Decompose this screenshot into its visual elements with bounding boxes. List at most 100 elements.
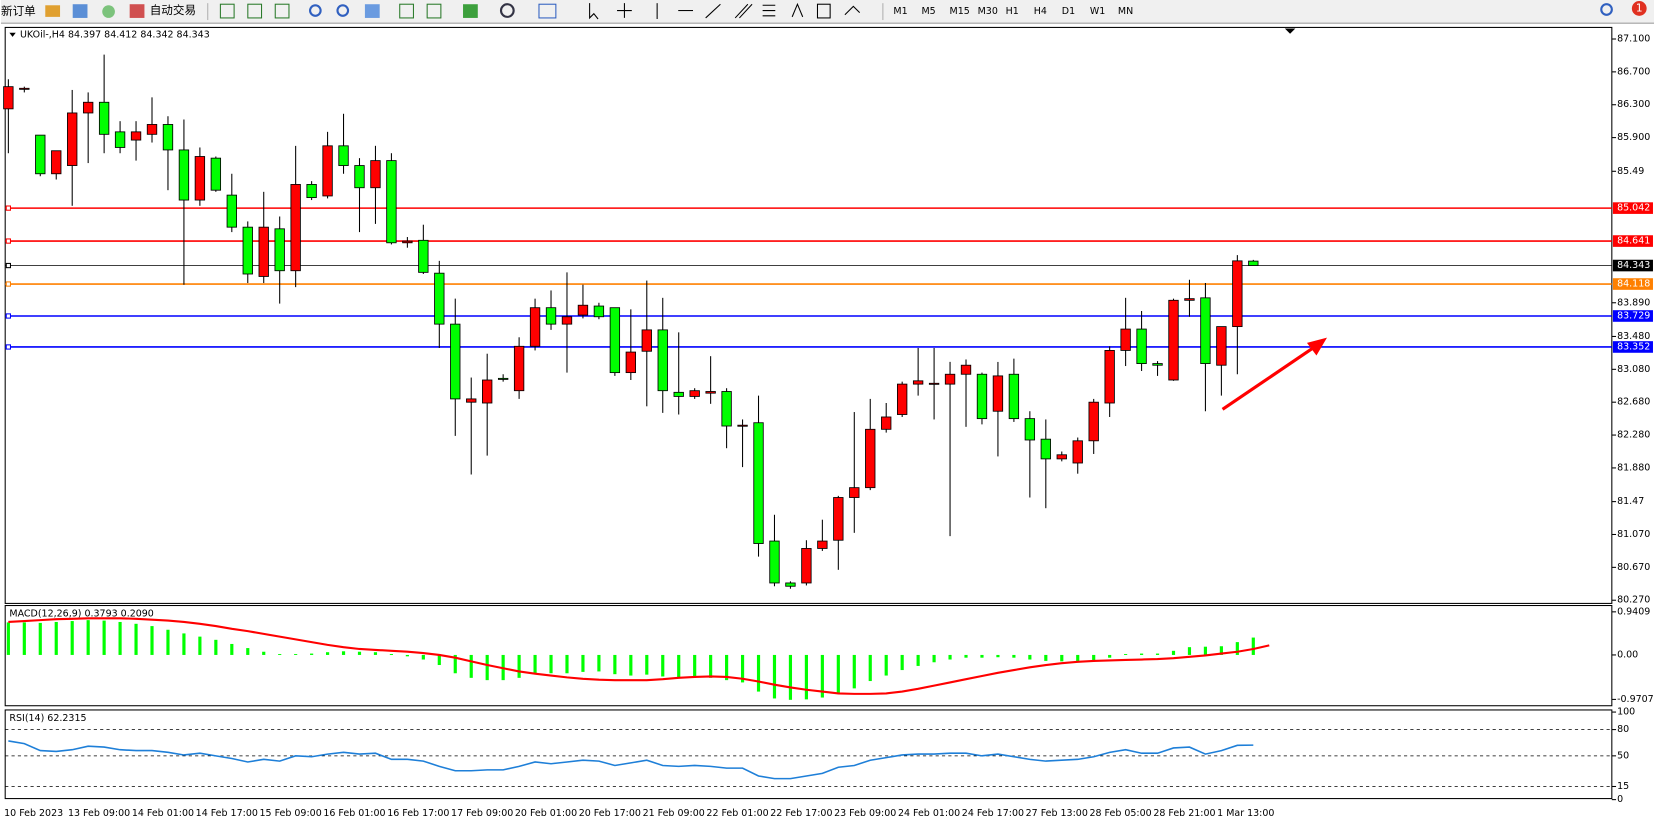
- timeframe-button[interactable]: M15: [950, 6, 970, 17]
- candle-body: [35, 134, 46, 175]
- candle-body: [226, 194, 237, 228]
- text-tool[interactable]: [791, 2, 804, 18]
- x-tick-label: 24 Feb 17:00: [962, 808, 1024, 819]
- icon[interactable]: [219, 3, 235, 19]
- search-icon[interactable]: [1600, 3, 1613, 16]
- macd-bar: [693, 654, 697, 678]
- macd-bar: [1124, 654, 1128, 655]
- y-tick-label: 85.900: [1617, 132, 1650, 143]
- macd-bar: [756, 654, 761, 692]
- macd-bar: [868, 654, 872, 682]
- auto-trading-button[interactable]: 自动交易: [150, 3, 196, 17]
- alerts-count[interactable]: 1: [1636, 2, 1643, 14]
- macd-bar: [453, 654, 457, 674]
- icon[interactable]: [426, 3, 442, 19]
- macd-bar: [437, 654, 441, 666]
- macd-bar: [932, 654, 936, 663]
- icon[interactable]: [102, 5, 115, 18]
- macd-bar: [166, 629, 170, 655]
- icon[interactable]: [274, 3, 290, 19]
- new-order-button[interactable]: 新订单: [1, 4, 36, 18]
- icon[interactable]: [499, 3, 515, 18]
- icon[interactable]: [45, 5, 61, 17]
- candle-body: [497, 377, 509, 380]
- icon[interactable]: [399, 3, 414, 19]
- macd-bar: [373, 652, 378, 655]
- macd-bar: [182, 633, 186, 655]
- candle-body: [466, 398, 477, 403]
- crosshair-tool[interactable]: [617, 3, 632, 18]
- candle-body: [737, 424, 748, 427]
- timeframe-button[interactable]: D1: [1062, 6, 1075, 17]
- candle-body: [1232, 260, 1243, 328]
- y-tick-label: 0.9409: [1617, 606, 1650, 617]
- macd-bar: [357, 651, 362, 655]
- macd-bar: [964, 654, 968, 658]
- y-tick-label: -0.9707: [1617, 694, 1654, 705]
- icon[interactable]: [72, 4, 88, 18]
- channel-tool[interactable]: [734, 3, 753, 19]
- zoom-out[interactable]: [336, 4, 350, 17]
- zoom-in[interactable]: [309, 4, 322, 17]
- icon[interactable]: [247, 3, 263, 19]
- plot: 87.100 86.700 86.300 85.900 85.49 83.890 83.48…: [3, 34, 1654, 819]
- level-label: 84.118: [1617, 279, 1650, 290]
- y-tick-label: 83.890: [1617, 297, 1650, 308]
- x-tick-label: 1 Mar 13:00: [1217, 808, 1274, 819]
- candle-body: [322, 145, 333, 197]
- macd-bar: [980, 654, 984, 658]
- signal-line: [8, 617, 1270, 695]
- timeframe-button[interactable]: M1: [893, 6, 907, 17]
- macd-bar: [629, 654, 633, 676]
- level-label: 83.352: [1617, 341, 1650, 352]
- icon[interactable]: [538, 3, 557, 19]
- timeframe-button[interactable]: H4: [1034, 6, 1047, 17]
- candle-body: [1200, 297, 1211, 364]
- main-title: UKOil-,H4 84.397 84.412 84.342 84.343: [20, 29, 210, 40]
- macd-bar: [278, 654, 282, 655]
- timeframe-button[interactable]: M30: [978, 6, 998, 17]
- y-tick-label: 80.270: [1617, 595, 1650, 606]
- y-tick-label: 81.880: [1617, 462, 1650, 473]
- level-handle: [5, 344, 11, 350]
- alerts-badge[interactable]: [1631, 1, 1647, 16]
- candle-body: [1104, 350, 1115, 404]
- x-tick-label: 28 Feb 05:00: [1089, 808, 1151, 819]
- macd-bar: [740, 654, 745, 683]
- timeframe-button[interactable]: M5: [921, 6, 935, 17]
- x-tick-label: 24 Feb 01:00: [898, 808, 960, 819]
- macd-bar: [6, 622, 10, 655]
- macd-bar: [581, 654, 585, 672]
- icon[interactable]: [463, 4, 478, 18]
- macd-bar: [325, 652, 330, 655]
- macd-bar: [310, 653, 314, 655]
- fibo-tool[interactable]: [762, 4, 776, 17]
- x-tick-label: 23 Feb 09:00: [834, 808, 896, 819]
- macd-bar: [150, 626, 154, 655]
- candle-body: [673, 391, 684, 397]
- timeframe-button[interactable]: MN: [1118, 6, 1133, 17]
- timeframe-button[interactable]: W1: [1090, 6, 1105, 17]
- level-label: 83.729: [1617, 310, 1650, 321]
- candle-body: [1152, 363, 1163, 366]
- macd-bar: [134, 623, 138, 655]
- icon[interactable]: [364, 4, 380, 18]
- level-label: 84.641: [1617, 236, 1650, 247]
- candle-body: [1184, 298, 1195, 301]
- trendline-tool[interactable]: [705, 3, 721, 19]
- candle-body: [657, 329, 668, 392]
- macd-bar: [852, 654, 856, 689]
- cursor-tool[interactable]: [589, 3, 599, 20]
- candle-body: [944, 373, 956, 385]
- shapes-tool[interactable]: [844, 5, 861, 16]
- panel-menu-arrow[interactable]: [9, 32, 16, 37]
- timeframe-button[interactable]: H1: [1006, 6, 1019, 17]
- candle-body: [1136, 328, 1147, 364]
- auto-trading-icon[interactable]: [129, 4, 145, 18]
- label-tool[interactable]: [816, 3, 831, 19]
- candle-body: [210, 157, 222, 191]
- macd-bar: [1251, 637, 1255, 655]
- macd-bar: [597, 654, 601, 672]
- candle-body: [912, 380, 924, 385]
- y-tick-label: 15: [1617, 781, 1629, 792]
